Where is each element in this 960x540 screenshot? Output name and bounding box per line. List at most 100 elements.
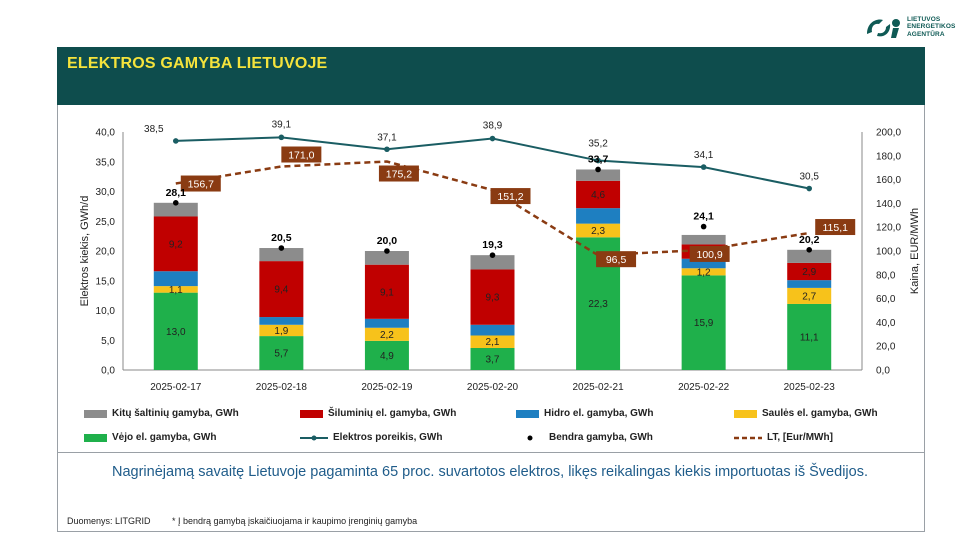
bar-label-wind: 15,9 [694, 318, 714, 329]
data-source: Duomenys: LITGRID [67, 516, 151, 526]
bar-solar [787, 287, 832, 304]
bar-wind [470, 347, 515, 370]
y2-tick-label: 180,0 [876, 151, 901, 162]
y2-tick-label: 120,0 [876, 223, 901, 234]
demand-point [172, 138, 179, 144]
bar-wind [364, 340, 409, 370]
x-tick-label: 2025-02-18 [256, 382, 308, 393]
bar-thermal [787, 262, 832, 281]
total-point [806, 247, 813, 253]
legend-solar: Saulės el. gamyba, GWh [734, 408, 878, 419]
bar-label-thermal: 9,4 [274, 285, 288, 296]
price-label: 171,0 [288, 150, 314, 162]
y2-tick-label: 60,0 [876, 294, 896, 305]
bar-hydro [681, 258, 726, 269]
x-tick-label: 2025-02-20 [467, 382, 519, 393]
bar-hydro [259, 317, 304, 325]
legend-swatch-wind [84, 433, 107, 442]
bar-thermal [364, 264, 409, 319]
total-point [172, 200, 179, 206]
total-label: 20,2 [799, 234, 820, 246]
y2-tick-label: 200,0 [876, 128, 901, 139]
bar-hydro [364, 318, 409, 328]
bar-thermal [576, 180, 621, 209]
bar-solar [470, 335, 515, 348]
bar-label-wind: 11,1 [800, 332, 819, 343]
bar-solar [364, 327, 409, 341]
y-tick-label: 5,0 [101, 336, 115, 347]
legend-swatch-demand [300, 435, 328, 440]
logo-line-3: AGENTŪRA [907, 30, 945, 38]
y2-tick-label: 80,0 [876, 270, 896, 281]
demand-label: 35,2 [588, 139, 608, 150]
bar-solar [681, 268, 726, 276]
y2-tick-label: 160,0 [876, 175, 901, 186]
y2-tick-label: 140,0 [876, 199, 901, 210]
price-label: 175,2 [386, 169, 412, 181]
bar-thermal [259, 261, 304, 318]
bar-label-thermal: 4,6 [591, 190, 605, 201]
bar-other [153, 202, 198, 217]
demand-label: 34,1 [694, 150, 714, 161]
bar-solar [259, 324, 304, 337]
legend-demand: Elektros poreikis, GWh [300, 432, 442, 443]
bar-other [364, 251, 409, 265]
legend-swatch-thermal [300, 409, 323, 418]
y-tick-label: 10,0 [96, 306, 116, 317]
bar-label-thermal: 9,3 [486, 293, 500, 304]
price-label-box [596, 251, 637, 268]
demand-label: 37,1 [377, 132, 397, 143]
bar-other [470, 255, 515, 270]
bar-hydro [470, 324, 515, 336]
legend-hydro: Hidro el. gamyba, GWh [516, 408, 653, 419]
bar-label-solar: 2,1 [486, 337, 500, 348]
demand-line [175, 136, 810, 190]
summary-text: Nagrinėjamą savaitę Lietuvoje pagaminta … [112, 464, 868, 480]
footnote: * Į bendrą gamybą įskaičiuojama ir kaupi… [172, 516, 418, 526]
y-tick-label: 0,0 [101, 366, 115, 377]
y-tick-label: 20,0 [96, 247, 116, 258]
demand-point [806, 185, 813, 192]
total-label: 33,7 [588, 153, 609, 165]
bar-hydro [153, 271, 198, 287]
y-axis-label: Elektros kiekis, GWh/d [79, 196, 91, 307]
logo-line-2: ENERGETIKOS [907, 23, 956, 31]
price-label: 115,1 [822, 222, 848, 234]
logo-icon [867, 19, 900, 38]
bar-label-solar: 2,7 [802, 291, 816, 302]
legend-total: Bendra gamyba, GWh [516, 432, 653, 443]
legend-label-total: Bendra gamyba, GWh [549, 432, 653, 443]
bar-label-solar: 2,3 [591, 226, 605, 237]
y2-tick-label: 100,0 [876, 247, 901, 258]
legend-swatch-price [734, 436, 762, 439]
y2-tick-label: 20,0 [876, 342, 896, 353]
demand-label: 30,5 [799, 172, 819, 183]
bar-label-solar: 2,2 [380, 330, 394, 341]
divider [57, 452, 925, 453]
total-label: 28,1 [166, 187, 187, 199]
bar-wind [259, 336, 304, 370]
y-tick-label: 35,0 [96, 157, 116, 168]
legend-label-wind: Vėjo el. gamyba, GWh [112, 432, 217, 443]
legend-label-hydro: Hidro el. gamyba, GWh [544, 408, 654, 419]
demand-label: 38,5 [144, 124, 164, 135]
bar-other [576, 169, 621, 181]
y-tick-label: 15,0 [96, 276, 116, 287]
logo-text: LIETUVOS ENERGETIKOS AGENTŪRA [907, 16, 955, 39]
legend-label-thermal: Šiluminių el. gamyba, GWh [328, 408, 457, 419]
x-tick-label: 2025-02-17 [150, 382, 202, 393]
price-label-box [180, 175, 221, 192]
bar-other [681, 234, 726, 245]
bar-wind [787, 303, 832, 370]
logo-line-1: LIETUVOS [907, 15, 941, 23]
legend-label-solar: Saulės el. gamyba, GWh [762, 408, 878, 419]
x-tick-label: 2025-02-23 [784, 382, 836, 393]
legend-swatch-hydro [516, 409, 539, 418]
legend-label-price: LT, [Eur/MWh] [767, 432, 833, 443]
total-point [595, 166, 601, 173]
total-label: 20,5 [271, 232, 292, 244]
x-tick-label: 2025-02-22 [678, 382, 730, 393]
price-label: 151,2 [497, 191, 523, 203]
price-label-box [378, 165, 419, 182]
